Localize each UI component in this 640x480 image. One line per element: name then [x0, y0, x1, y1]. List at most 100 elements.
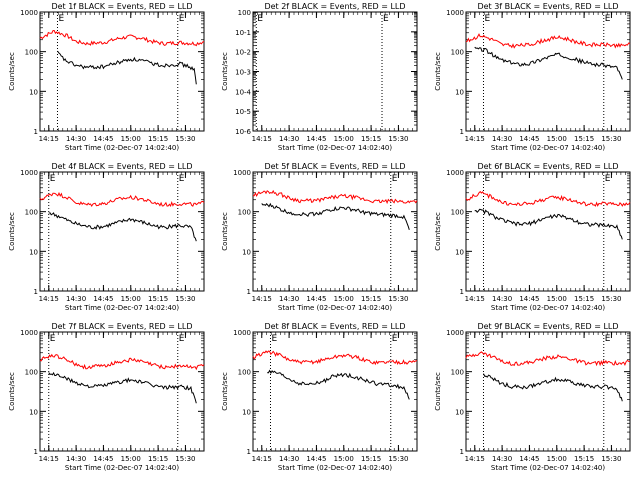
panel-title: Det 8f BLACK = Events, RED = LLD — [264, 322, 405, 331]
x-tick-label: 15:15 — [361, 455, 381, 463]
event-marker-label: E — [179, 334, 185, 344]
y-tick-label: 100 — [451, 209, 464, 217]
event-rate-line — [261, 202, 410, 230]
y-tick-label: 10-2 — [235, 49, 251, 57]
panel-title: Det 9f BLACK = Events, RED = LLD — [477, 322, 618, 331]
event-marker-label: E — [179, 174, 185, 184]
x-tick-label: 15:00 — [121, 455, 141, 463]
x-tick-label: 14:30 — [279, 135, 299, 143]
x-tick-label: 15:15 — [148, 135, 168, 143]
y-axis-label: Counts/sec — [434, 52, 442, 91]
y-axis-label: Counts/sec — [221, 52, 229, 91]
x-tick-label: 15:00 — [121, 295, 141, 303]
x-tick-label: 15:00 — [547, 295, 567, 303]
event-rate-line — [48, 212, 197, 242]
y-tick-label: 10 — [29, 88, 38, 96]
x-tick-label: 15:30 — [601, 455, 621, 463]
y-tick-label: 1 — [247, 448, 251, 456]
x-tick-label: 14:30 — [66, 295, 86, 303]
y-tick-label: 10 — [455, 88, 464, 96]
y-tick-label: 1 — [460, 128, 464, 136]
panel-5: Det 5f BLACK = Events, RED = LLD 1 10 100 10… — [221, 162, 418, 312]
y-tick-label: 10 — [455, 248, 464, 256]
event-marker-label: E — [257, 14, 263, 24]
panel-4: Det 4f BLACK = Events, RED = LLD 1 10 100 10… — [8, 162, 205, 312]
x-tick-label: 14:15 — [39, 455, 59, 463]
event-rate-line — [474, 208, 623, 240]
y-tick-label: 1000 — [20, 329, 38, 337]
x-axis-label: Start Time (02-Dec-07 14:02:40) — [65, 144, 179, 152]
x-tick-label: 15:00 — [334, 295, 354, 303]
y-tick-label: 1 — [460, 288, 464, 296]
x-tick-label: 15:30 — [388, 135, 408, 143]
y-tick-label: 100 — [451, 49, 464, 57]
x-tick-label: 15:30 — [388, 455, 408, 463]
plot-frame — [252, 331, 418, 452]
plot-frame — [39, 11, 205, 132]
lld-rate-line — [39, 353, 205, 371]
y-tick-label: 1 — [34, 448, 38, 456]
x-tick-label: 14:15 — [252, 135, 272, 143]
lld-rate-line — [39, 29, 205, 47]
lld-rate-line — [39, 191, 205, 207]
event-marker-label: E — [392, 174, 398, 184]
x-tick-label: 15:30 — [388, 295, 408, 303]
event-marker-label: E — [605, 334, 611, 344]
y-tick-label: 100 — [25, 209, 38, 217]
plot-frame — [39, 331, 205, 452]
lld-rate-line — [252, 189, 418, 205]
y-tick-label: 100 — [451, 369, 464, 377]
x-axis-label: Start Time (02-Dec-07 14:02:40) — [491, 304, 605, 312]
y-tick-label: 1000 — [446, 329, 464, 337]
x-tick-label: 14:30 — [492, 295, 512, 303]
event-marker-label: E — [605, 14, 611, 24]
x-tick-label: 15:30 — [175, 455, 195, 463]
y-tick-label: 100 — [25, 49, 38, 57]
event-marker-label: E — [383, 14, 389, 24]
y-tick-label: 10 — [455, 408, 464, 416]
panel-title: Det 3f BLACK = Events, RED = LLD — [477, 2, 618, 11]
x-axis-label: Start Time (02-Dec-07 14:02:40) — [491, 464, 605, 472]
y-tick-label: 10-5 — [235, 108, 251, 116]
y-axis-label: Counts/sec — [8, 372, 16, 411]
panel-title: Det 6f BLACK = Events, RED = LLD — [477, 162, 618, 171]
y-tick-label: 1000 — [233, 169, 251, 177]
plot-frame — [465, 171, 631, 292]
y-tick-label: 10 — [29, 408, 38, 416]
y-tick-label: 100 — [25, 369, 38, 377]
x-tick-label: 15:15 — [148, 455, 168, 463]
x-tick-label: 14:15 — [465, 455, 485, 463]
plot-frame — [39, 171, 205, 292]
x-axis-label: Start Time (02-Dec-07 14:02:40) — [278, 464, 392, 472]
panel-8: Det 8f BLACK = Events, RED = LLD 1 10 100 10… — [221, 322, 418, 472]
y-tick-label: 100 — [238, 369, 251, 377]
x-tick-label: 15:30 — [601, 295, 621, 303]
y-tick-label: 1000 — [446, 9, 464, 17]
x-axis-label: Start Time (02-Dec-07 14:02:40) — [65, 304, 179, 312]
x-tick-label: 14:45 — [93, 455, 113, 463]
x-tick-label: 15:15 — [574, 135, 594, 143]
plot-frame — [252, 11, 418, 132]
plot-frame — [465, 11, 631, 132]
y-axis-label: Counts/sec — [221, 212, 229, 251]
y-tick-label: 10-3 — [235, 69, 251, 77]
x-tick-label: 14:45 — [306, 135, 326, 143]
event-marker-label: E — [50, 334, 56, 344]
x-tick-label: 14:45 — [306, 295, 326, 303]
x-tick-label: 14:15 — [39, 135, 59, 143]
lld-rate-line — [252, 350, 418, 366]
y-tick-label: 10-6 — [235, 128, 251, 136]
x-tick-label: 15:00 — [547, 135, 567, 143]
y-tick-label: 1000 — [20, 169, 38, 177]
y-tick-label: 10-4 — [235, 88, 251, 96]
x-tick-label: 14:45 — [519, 455, 539, 463]
y-tick-label: 10 — [242, 248, 251, 256]
panel-title: Det 5f BLACK = Events, RED = LLD — [264, 162, 405, 171]
x-tick-label: 14:30 — [279, 295, 299, 303]
y-tick-label: 1 — [460, 448, 464, 456]
x-tick-label: 15:15 — [361, 295, 381, 303]
x-tick-label: 14:30 — [66, 135, 86, 143]
y-tick-label: 1000 — [233, 329, 251, 337]
x-tick-label: 15:30 — [175, 135, 195, 143]
